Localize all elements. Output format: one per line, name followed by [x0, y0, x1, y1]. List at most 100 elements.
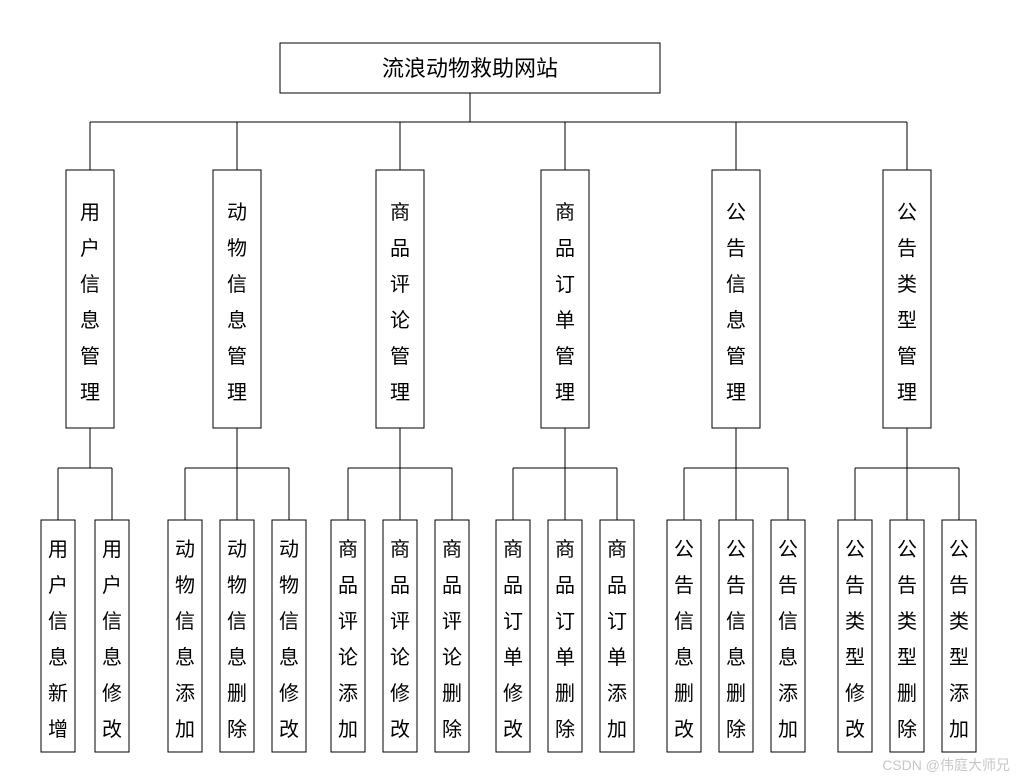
svg-text:订: 订	[503, 610, 523, 633]
svg-text:告: 告	[726, 237, 746, 260]
svg-text:户: 户	[102, 574, 122, 597]
svg-text:动: 动	[227, 201, 247, 224]
svg-text:公: 公	[845, 539, 865, 561]
svg-text:型: 型	[949, 646, 969, 669]
svg-text:告: 告	[949, 574, 969, 597]
svg-text:除: 除	[227, 718, 247, 741]
svg-text:订: 订	[555, 610, 575, 633]
svg-text:单: 单	[503, 646, 523, 669]
svg-text:息: 息	[102, 646, 122, 669]
svg-text:商: 商	[555, 538, 575, 561]
svg-text:息: 息	[48, 646, 68, 669]
svg-text:修: 修	[503, 682, 523, 705]
svg-text:加: 加	[175, 718, 195, 741]
svg-text:信: 信	[726, 273, 746, 296]
svg-text:公: 公	[726, 202, 746, 224]
svg-text:动: 动	[227, 538, 247, 561]
svg-text:类: 类	[845, 610, 865, 633]
svg-text:物: 物	[227, 237, 247, 260]
svg-text:类: 类	[897, 610, 917, 633]
svg-text:品: 品	[503, 575, 523, 597]
svg-text:论: 论	[390, 646, 410, 669]
svg-text:信: 信	[175, 610, 195, 633]
svg-text:添: 添	[607, 682, 627, 705]
svg-text:评: 评	[390, 611, 410, 633]
svg-text:添: 添	[778, 682, 798, 705]
svg-text:物: 物	[279, 574, 299, 597]
svg-text:论: 论	[442, 646, 462, 669]
svg-text:删: 删	[442, 682, 462, 705]
svg-text:商: 商	[607, 538, 627, 561]
svg-text:告: 告	[778, 574, 798, 597]
svg-text:单: 单	[555, 309, 575, 332]
svg-text:修: 修	[279, 682, 299, 705]
svg-text:信: 信	[674, 610, 694, 633]
org-chart: 流浪动物救助网站用户信息管理用户信息新增用户信息修改动物信息管理动物信息添加动物…	[0, 0, 1021, 779]
svg-text:品: 品	[338, 575, 358, 597]
svg-text:品: 品	[390, 575, 410, 597]
svg-text:告: 告	[897, 237, 917, 260]
svg-text:告: 告	[726, 574, 746, 597]
svg-text:添: 添	[949, 682, 969, 705]
svg-text:信: 信	[80, 273, 100, 296]
svg-text:修: 修	[390, 682, 410, 705]
svg-text:品: 品	[442, 575, 462, 597]
svg-text:品: 品	[555, 238, 575, 260]
svg-text:加: 加	[778, 718, 798, 741]
svg-text:息: 息	[227, 309, 247, 332]
svg-text:管: 管	[726, 345, 746, 368]
svg-text:添: 添	[175, 682, 195, 705]
svg-text:户: 户	[80, 237, 100, 260]
svg-text:商: 商	[442, 538, 462, 561]
svg-text:管: 管	[80, 345, 100, 368]
svg-text:添: 添	[338, 682, 358, 705]
svg-text:公: 公	[674, 539, 694, 561]
svg-text:息: 息	[726, 309, 746, 332]
svg-text:品: 品	[390, 238, 410, 260]
svg-text:删: 删	[897, 682, 917, 705]
svg-text:息: 息	[175, 646, 195, 669]
svg-text:型: 型	[897, 309, 917, 332]
svg-text:管: 管	[897, 345, 917, 368]
svg-text:改: 改	[390, 718, 410, 741]
svg-text:息: 息	[778, 646, 798, 669]
svg-text:信: 信	[48, 610, 68, 633]
svg-text:论: 论	[338, 646, 358, 669]
svg-text:告: 告	[845, 574, 865, 597]
root-label: 流浪动物救助网站	[382, 56, 558, 81]
svg-text:品: 品	[607, 575, 627, 597]
svg-text:改: 改	[503, 718, 523, 741]
svg-text:新: 新	[48, 682, 68, 705]
svg-text:商: 商	[503, 538, 523, 561]
svg-text:订: 订	[607, 610, 627, 633]
svg-text:理: 理	[80, 382, 100, 404]
svg-text:理: 理	[726, 382, 746, 404]
svg-text:订: 订	[555, 273, 575, 296]
svg-text:理: 理	[897, 382, 917, 404]
svg-text:商: 商	[390, 538, 410, 561]
svg-text:修: 修	[102, 682, 122, 705]
svg-text:告: 告	[897, 574, 917, 597]
svg-text:信: 信	[227, 610, 247, 633]
svg-text:加: 加	[949, 718, 969, 741]
svg-text:型: 型	[897, 646, 917, 669]
svg-text:单: 单	[607, 646, 627, 669]
svg-text:删: 删	[726, 682, 746, 705]
svg-text:单: 单	[555, 646, 575, 669]
svg-text:类: 类	[897, 273, 917, 296]
svg-text:公: 公	[778, 539, 798, 561]
svg-text:息: 息	[279, 646, 299, 669]
svg-text:类: 类	[949, 610, 969, 633]
svg-text:息: 息	[80, 309, 100, 332]
svg-text:信: 信	[279, 610, 299, 633]
svg-text:改: 改	[102, 718, 122, 741]
svg-text:理: 理	[227, 382, 247, 404]
svg-text:商: 商	[390, 201, 410, 224]
svg-text:用: 用	[102, 539, 122, 561]
svg-text:商: 商	[555, 201, 575, 224]
svg-text:删: 删	[555, 682, 575, 705]
svg-text:改: 改	[845, 718, 865, 741]
svg-text:户: 户	[48, 574, 68, 597]
svg-text:公: 公	[897, 202, 917, 224]
svg-text:除: 除	[726, 718, 746, 741]
